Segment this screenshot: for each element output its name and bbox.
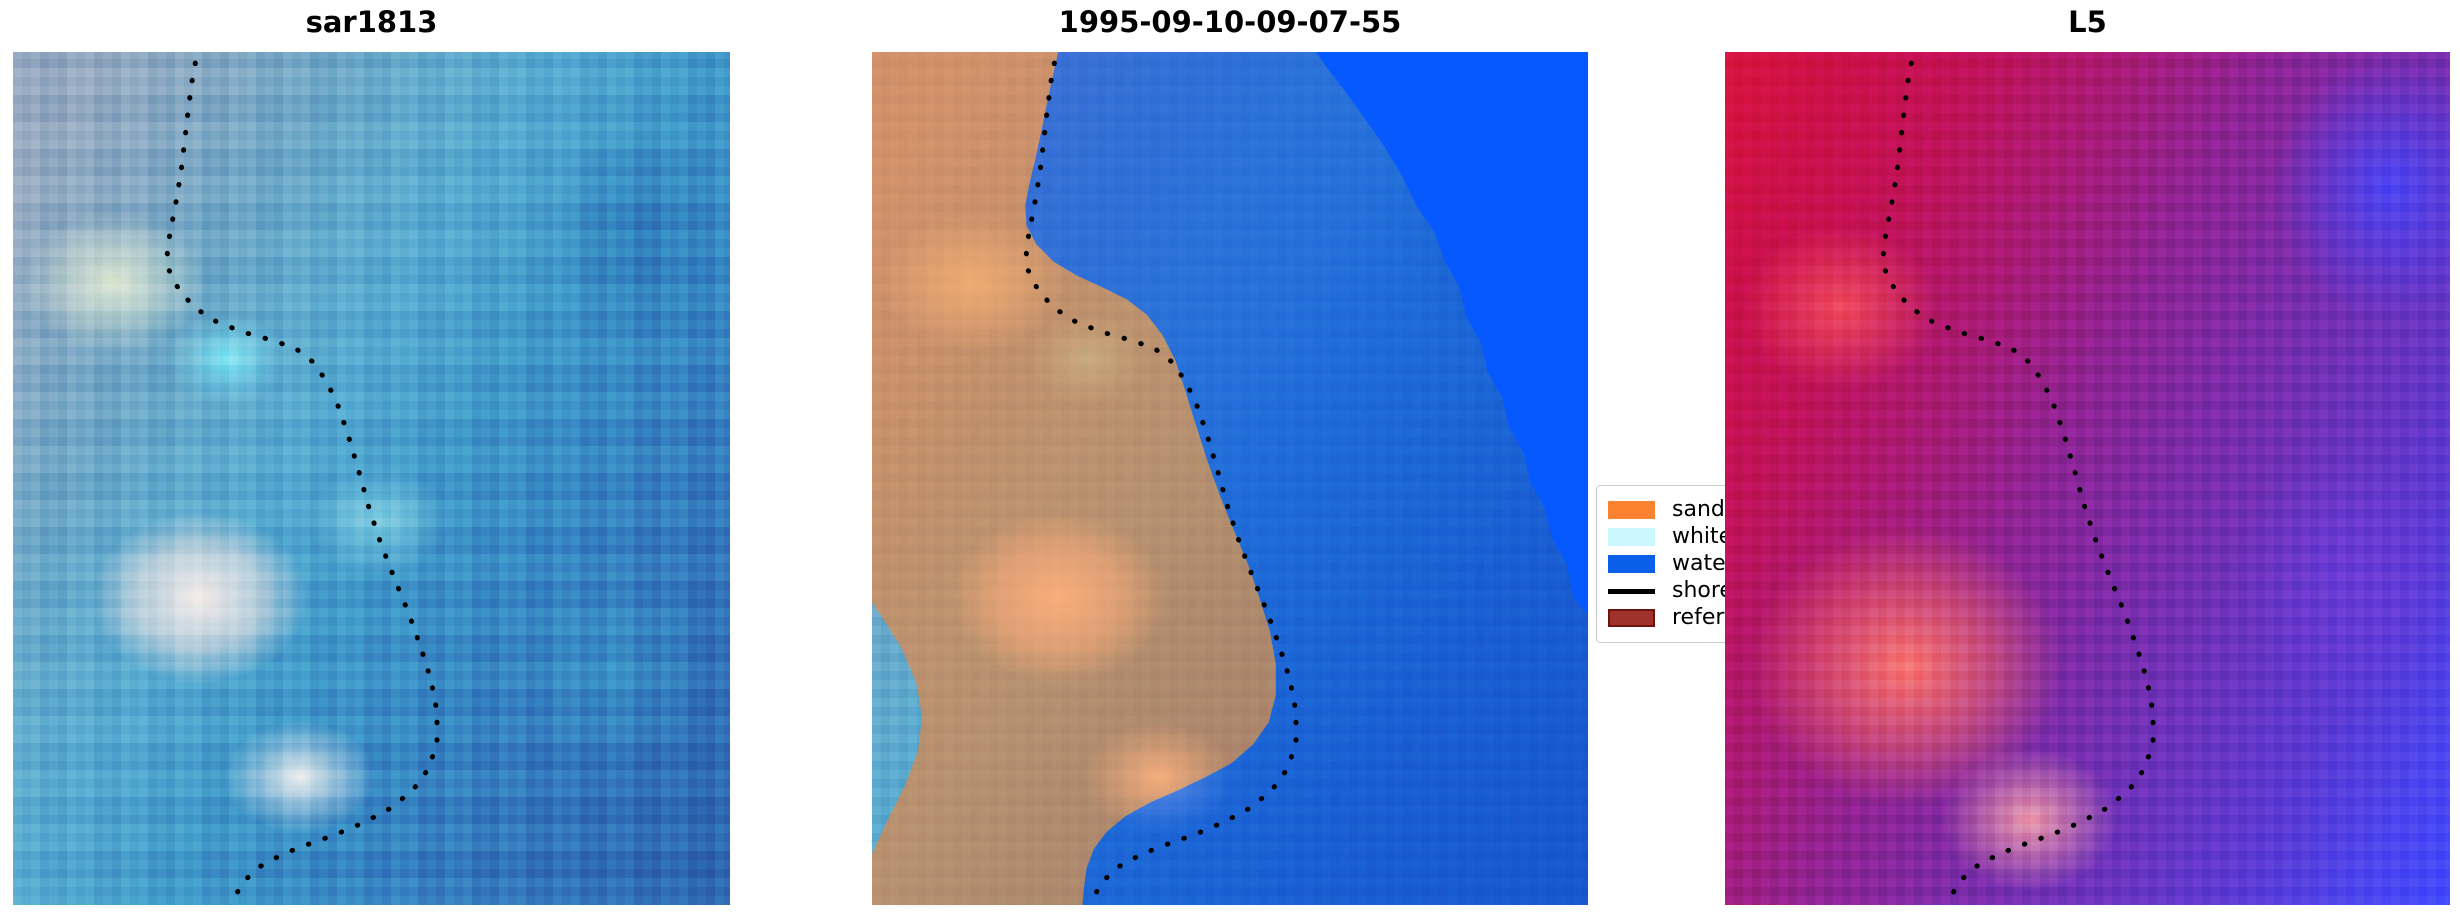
- panel-title-classified: 1995-09-10-09-07-55: [1058, 5, 1402, 39]
- panel-classified-image[interactable]: [872, 52, 1588, 905]
- reference-shoreline-color-swatch-icon: [1608, 609, 1655, 627]
- water-color-swatch-icon: [1608, 555, 1655, 573]
- whitewater-color-swatch-icon: [1608, 528, 1655, 546]
- panel-l5-image-overlay[interactable]: [1725, 52, 2450, 905]
- l5-texture-layer-front: [1725, 52, 2450, 905]
- panel-title-sar: sar1813: [305, 5, 438, 39]
- shoreline-line-swatch-icon: [1608, 588, 1655, 594]
- classified-nodata-corner: [872, 52, 1588, 905]
- legend-item-sand[interactable]: sand: [1608, 498, 1781, 522]
- legend-label-water: water: [1672, 551, 1735, 576]
- panel-sar-image[interactable]: [13, 52, 730, 905]
- legend-item-water[interactable]: water: [1608, 552, 1781, 576]
- panel-title-l5: L5: [2068, 5, 2107, 39]
- sar-texture-layer-coarse: [13, 52, 730, 905]
- legend-label-sand: sand: [1672, 497, 1725, 522]
- sand-color-swatch-icon: [1608, 501, 1655, 519]
